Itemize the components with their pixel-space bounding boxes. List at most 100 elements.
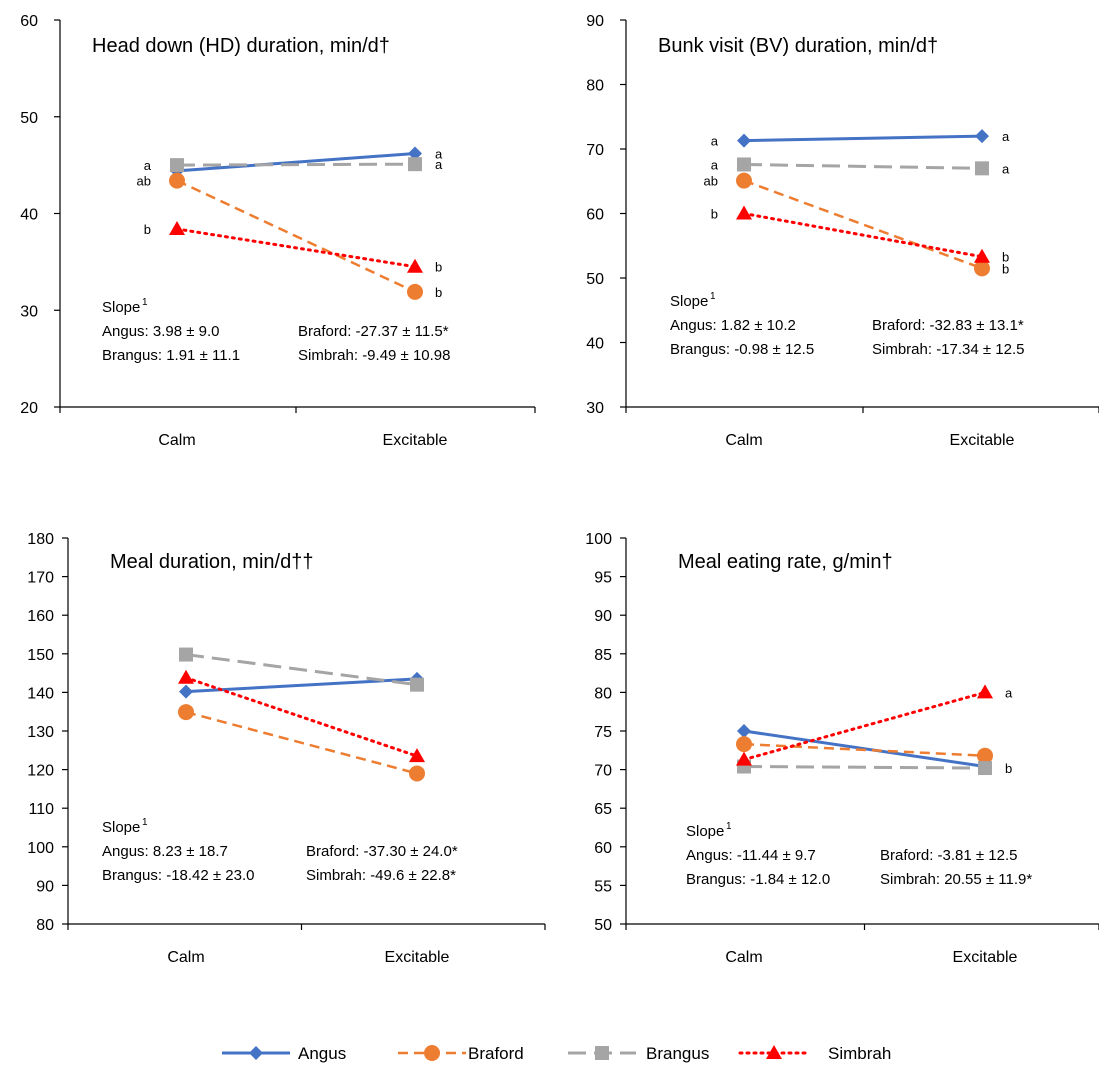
slope-text: Simbrah: -17.34 ± 12.5 xyxy=(872,341,1024,358)
series-line-simbrah xyxy=(742,212,984,259)
legend-label: Brangus xyxy=(646,1044,709,1063)
x-tick-label: Excitable xyxy=(383,432,448,449)
series-line-brangus xyxy=(185,653,418,687)
data-point-braford xyxy=(736,172,752,189)
slope-text: Brangus: -1.84 ± 12.0 xyxy=(686,871,830,888)
y-tick-label: 40 xyxy=(20,207,38,224)
significance-letter: b xyxy=(144,222,151,237)
series-line-braford xyxy=(743,179,983,270)
data-point-angus xyxy=(408,146,422,161)
slope-text: Brangus: 1.91 ± 11.1 xyxy=(102,347,240,364)
data-point-angus xyxy=(975,129,989,144)
y-tick-label: 100 xyxy=(585,531,612,548)
significance-letter: a xyxy=(1005,685,1013,700)
significance-letter: ab xyxy=(137,174,151,189)
slope-text: Braford: -3.81 ± 12.5 xyxy=(880,847,1017,864)
y-tick-label: 120 xyxy=(27,763,54,780)
y-tick-label: 30 xyxy=(586,400,604,417)
significance-letter: b xyxy=(1002,250,1009,265)
slope-text: Angus: 8.23 ± 18.7 xyxy=(102,843,228,860)
chart-panel-1: 20 30 40 50 60 Calm Excitable Head down (HD) du… xyxy=(20,13,536,449)
chart-title: Head down (HD) duration, min/d† xyxy=(92,35,390,57)
y-tick-label: 80 xyxy=(586,78,604,95)
chart-title: Meal duration, min/d†† xyxy=(110,551,313,573)
slope-text: Simbrah: -49.6 ± 22.8* xyxy=(306,867,456,884)
data-point-braford xyxy=(178,704,194,721)
y-tick-label: 110 xyxy=(28,801,54,818)
slope-heading: Slope xyxy=(102,299,140,316)
x-tick-label: Calm xyxy=(725,949,762,966)
y-tick-label: 150 xyxy=(27,647,54,664)
y-tick-label: 40 xyxy=(586,336,604,353)
slope-heading: Slope xyxy=(670,293,708,310)
y-tick-label: 65 xyxy=(594,801,612,818)
significance-letter: b xyxy=(711,207,718,222)
y-tick-label: 180 xyxy=(27,531,54,548)
slope-text: Braford: -27.37 ± 11.5* xyxy=(298,323,449,340)
significance-letter: b xyxy=(435,260,442,275)
data-point-brangus xyxy=(975,161,989,176)
legend-item-simbrah: Simbrah xyxy=(738,1044,891,1063)
y-tick-label: 60 xyxy=(594,840,612,857)
legend-marker xyxy=(595,1046,609,1060)
slope-superscript: 1 xyxy=(142,817,148,828)
slope-superscript: 1 xyxy=(710,291,716,302)
legend-marker xyxy=(249,1046,263,1060)
series-line-brangus xyxy=(176,162,416,167)
series-line-angus xyxy=(176,152,416,173)
x-tick-label: Calm xyxy=(158,432,195,449)
y-tick-label: 80 xyxy=(36,917,54,934)
slope-heading: Slope xyxy=(102,819,140,836)
series-line-brangus xyxy=(743,765,986,770)
data-point-simbrah xyxy=(409,748,425,763)
series-line-brangus xyxy=(743,162,983,170)
data-point-braford xyxy=(736,736,752,753)
data-point-angus xyxy=(179,684,193,699)
chart-panel-3: 80 90 100 110 120 130 140 150 160 170 180 Calm Excit… xyxy=(27,531,546,966)
data-point-braford xyxy=(169,172,185,189)
data-point-braford xyxy=(409,765,425,782)
y-tick-label: 20 xyxy=(20,400,38,417)
legend-label: Simbrah xyxy=(828,1044,891,1063)
data-point-simbrah xyxy=(736,751,752,766)
legend-item-angus: Angus xyxy=(222,1044,346,1063)
legend-item-braford: Braford xyxy=(398,1044,524,1063)
slope-text: Angus: -11.44 ± 9.7 xyxy=(686,847,816,864)
data-point-simbrah xyxy=(736,205,752,220)
y-tick-label: 30 xyxy=(20,303,38,320)
y-tick-label: 95 xyxy=(594,570,612,587)
significance-letter: a xyxy=(711,157,719,172)
legend: Angus Braford Brangus Simbrah xyxy=(222,1044,891,1063)
slope-text: Braford: -37.30 ± 24.0* xyxy=(306,843,458,860)
y-tick-label: 85 xyxy=(594,647,612,664)
x-tick-label: Calm xyxy=(725,432,762,449)
slope-text: Brangus: -0.98 ± 12.5 xyxy=(670,341,814,358)
y-tick-label: 90 xyxy=(36,878,54,895)
y-tick-label: 60 xyxy=(586,207,604,224)
significance-letter: a xyxy=(1002,161,1010,176)
y-tick-label: 55 xyxy=(594,878,612,895)
chart-panel-2: 30 40 50 60 70 80 90 Calm Excitable Bunk visit (B… xyxy=(586,13,1099,449)
slope-text: Brangus: -18.42 ± 23.0 xyxy=(102,867,255,884)
data-point-braford xyxy=(974,260,990,277)
y-tick-label: 90 xyxy=(594,608,612,625)
legend-marker xyxy=(424,1045,440,1061)
data-point-brangus xyxy=(737,157,751,172)
data-point-brangus xyxy=(408,157,422,172)
series-line-braford xyxy=(185,710,418,775)
series-line-braford xyxy=(743,742,986,757)
significance-letter: b xyxy=(1005,761,1012,776)
data-point-simbrah xyxy=(169,220,185,235)
x-tick-label: Excitable xyxy=(953,949,1018,966)
slope-heading: Slope xyxy=(686,823,724,840)
significance-letter: a xyxy=(711,134,719,149)
slope-text: Angus: 1.82 ± 10.2 xyxy=(670,317,796,334)
y-tick-label: 140 xyxy=(27,685,54,702)
chart-panel-4: 50 55 60 65 70 75 80 85 90 95 100 Calm Excitable Meal… xyxy=(585,531,1099,966)
legend-item-brangus: Brangus xyxy=(568,1044,709,1063)
y-tick-label: 50 xyxy=(594,917,612,934)
significance-letter: b xyxy=(1002,261,1009,276)
series-line-simbrah xyxy=(184,676,419,758)
y-tick-label: 50 xyxy=(20,110,38,127)
